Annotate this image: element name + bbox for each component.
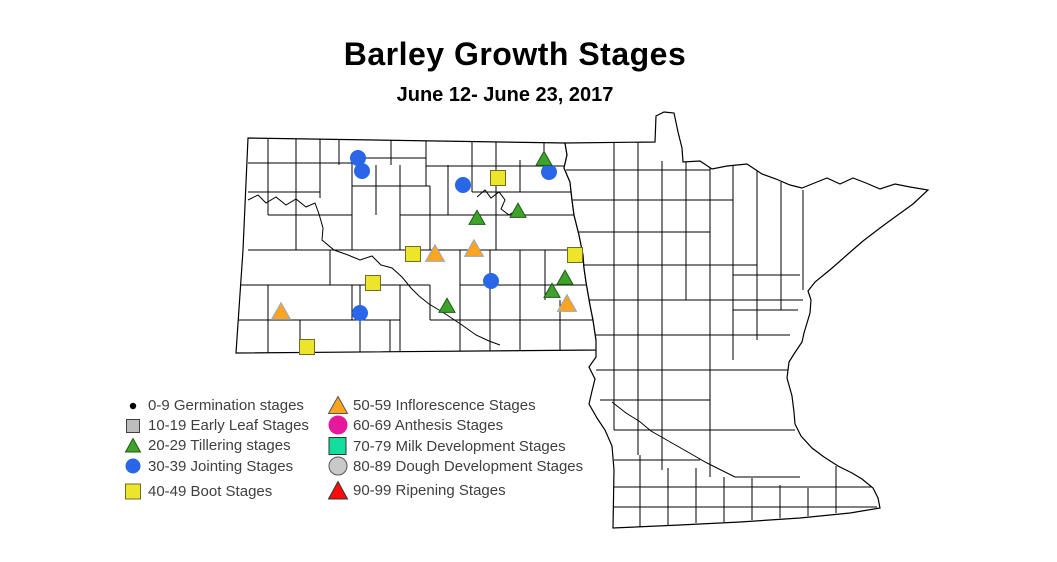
- minnesota-river-line: [611, 401, 736, 478]
- jointing-circle-icon: [125, 458, 141, 474]
- legend-label: 60-69 Anthesis Stages: [353, 416, 504, 434]
- map-marker-inflorescence: [556, 293, 578, 312]
- map-marker-boot: [405, 246, 421, 262]
- map-marker-inflorescence: [424, 243, 446, 262]
- map-marker-boot: [365, 275, 381, 291]
- germination-dot-icon: [129, 402, 137, 410]
- minnesota-outline: [563, 111, 930, 529]
- map-marker-boot: [299, 339, 315, 355]
- legend-label: 40-49 Boot Stages: [148, 482, 273, 500]
- legend-item-milk: 70-79 Milk Development Stages: [325, 435, 566, 457]
- legend-item-dough: 80-89 Dough Development Stages: [325, 455, 583, 477]
- legend-item-ripening: 90-99 Ripening Stages: [325, 479, 506, 501]
- legend-item-boot: 40-49 Boot Stages: [120, 480, 272, 502]
- legend-label: 30-39 Jointing Stages: [148, 457, 294, 475]
- legend-item-tillering: 20-29 Tillering stages: [120, 434, 291, 456]
- legend-label: 0-9 Germination stages: [148, 396, 304, 414]
- legend-item-early-leaf: 10-19 Early Leaf Stages: [120, 414, 309, 436]
- map-marker-tillering: [468, 209, 486, 225]
- map-marker-tillering: [509, 202, 527, 218]
- anthesis-circle-icon: [328, 415, 348, 435]
- map-marker-jointing: [483, 273, 499, 289]
- legend-item-germination: 0-9 Germination stages: [120, 394, 304, 416]
- map-marker-boot: [567, 247, 583, 263]
- map-marker-jointing: [541, 164, 557, 180]
- legend-label: 80-89 Dough Development Stages: [353, 457, 584, 475]
- boot-square-icon: [125, 483, 141, 500]
- map-marker-jointing: [455, 177, 471, 193]
- map-marker-tillering: [556, 269, 574, 285]
- legend-item-inflorescence: 50-59 Inflorescence Stages: [325, 394, 536, 416]
- devils-lake-line: [476, 189, 516, 216]
- dough-circle-icon: [328, 456, 348, 476]
- page-title: Barley Growth Stages: [343, 36, 687, 72]
- map-marker-inflorescence: [270, 301, 292, 320]
- ripening-triangle-icon: [327, 480, 349, 500]
- legend-item-anthesis: 60-69 Anthesis Stages: [325, 414, 503, 436]
- map-marker-tillering: [543, 282, 561, 298]
- date-range-subtitle: June 12- June 23, 2017: [396, 84, 614, 106]
- map-marker-boot: [490, 170, 506, 186]
- legend-label: 50-59 Inflorescence Stages: [353, 396, 536, 414]
- map-marker-tillering: [535, 150, 553, 166]
- tillering-triangle-icon: [124, 437, 142, 453]
- map-marker-jointing: [354, 163, 370, 179]
- legend-label: 90-99 Ripening Stages: [353, 481, 506, 499]
- map-marker-jointing: [352, 305, 368, 321]
- legend-item-jointing: 30-39 Jointing Stages: [120, 455, 293, 477]
- legend-label: 10-19 Early Leaf Stages: [148, 416, 309, 434]
- early-leaf-square-icon: [126, 419, 140, 433]
- minnesota-counties: [566, 143, 877, 527]
- map-marker-inflorescence: [463, 238, 485, 257]
- growth-stage-markers: [270, 150, 583, 355]
- milk-square-icon: [328, 437, 347, 455]
- legend-label: 20-29 Tillering stages: [148, 436, 291, 454]
- map-marker-tillering: [438, 297, 456, 313]
- inflorescence-triangle-icon: [327, 395, 349, 414]
- legend-label: 70-79 Milk Development Stages: [353, 437, 566, 455]
